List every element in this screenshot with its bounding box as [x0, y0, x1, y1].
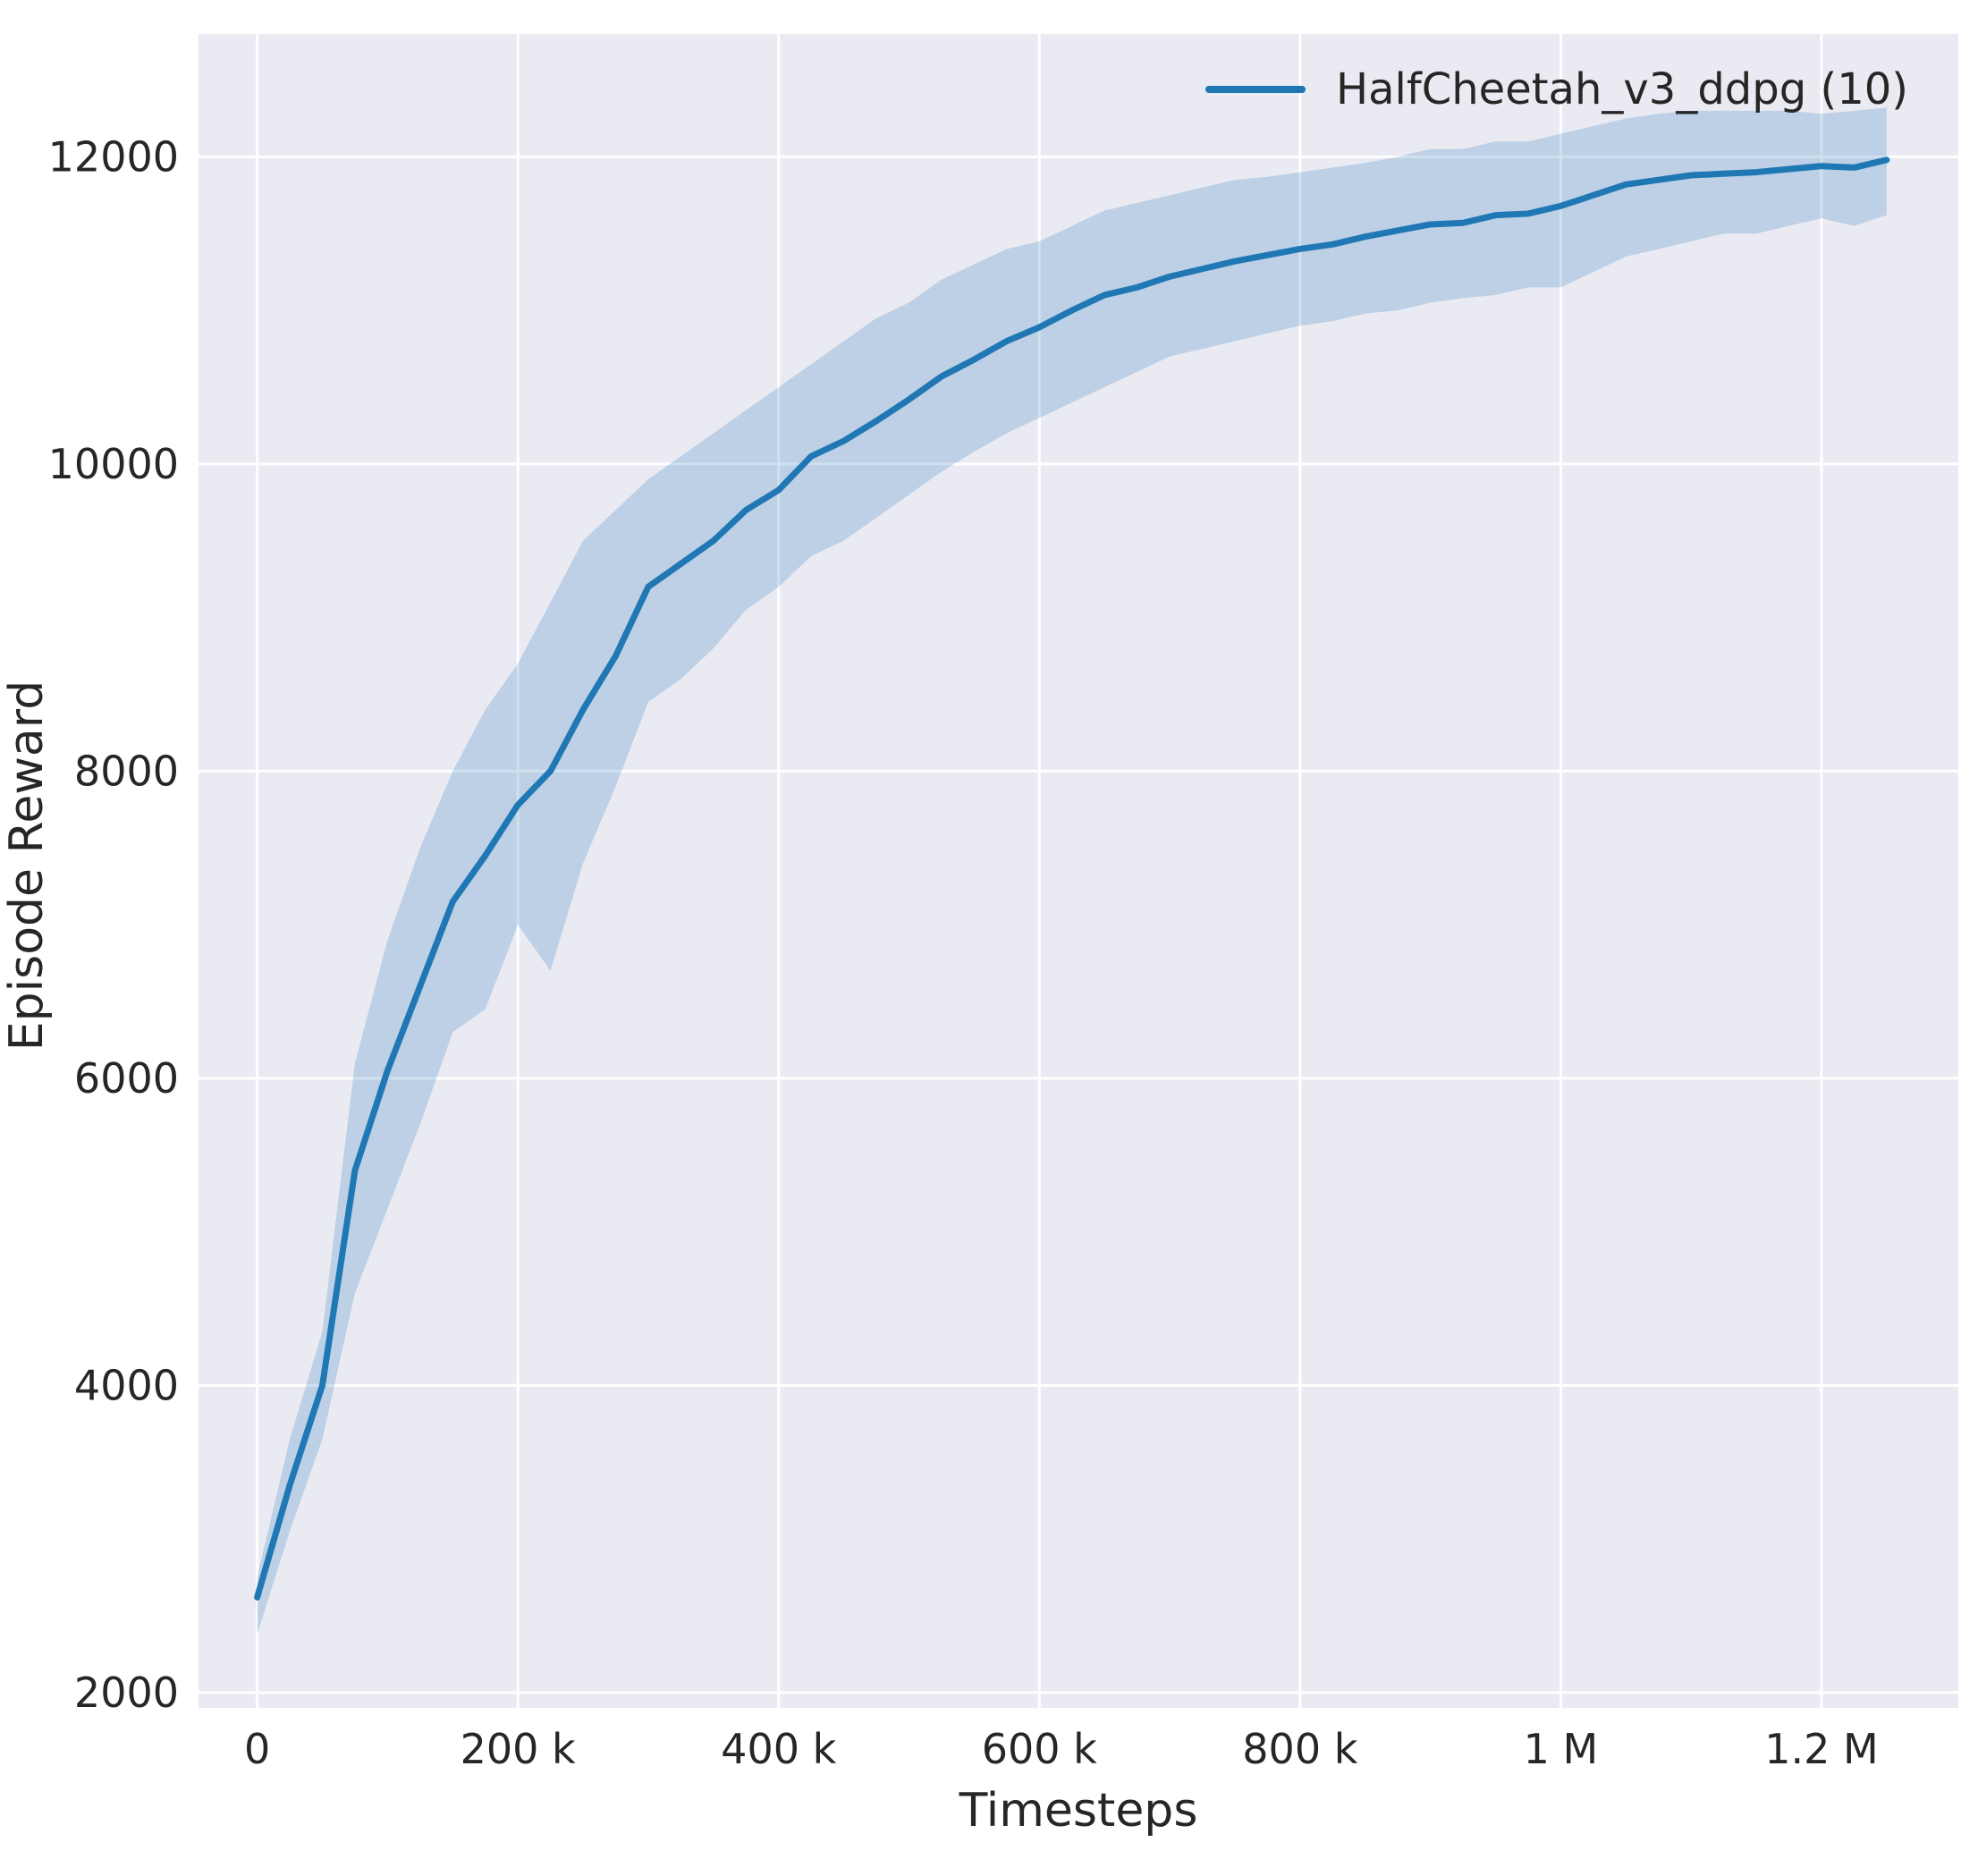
plot-background	[199, 34, 1958, 1708]
y-tick-label: 2000	[74, 1669, 179, 1717]
x-tick-label: 1.2 M	[1764, 1725, 1878, 1773]
y-tick-label: 10000	[48, 440, 179, 488]
x-tick-label: 600 k	[982, 1725, 1097, 1773]
x-tick-label: 400 k	[721, 1725, 836, 1773]
x-tick-label: 1 M	[1524, 1725, 1599, 1773]
y-tick-label: 4000	[74, 1361, 179, 1409]
x-tick-label: 800 k	[1242, 1725, 1357, 1773]
y-tick-label: 8000	[74, 747, 179, 795]
y-tick-label: 12000	[48, 132, 179, 181]
x-tick-label: 200 k	[461, 1725, 576, 1773]
confidence-band	[257, 107, 1887, 1635]
legend: HalfCheetah_v3_ddpg (10)	[1205, 64, 1908, 114]
y-tick-label: 6000	[74, 1054, 179, 1103]
legend-line-sample	[1205, 86, 1306, 93]
legend-label: HalfCheetah_v3_ddpg (10)	[1335, 64, 1908, 114]
x-tick-label: 0	[244, 1725, 270, 1773]
x-axis-label: Timesteps	[959, 1784, 1198, 1838]
mean-line	[254, 156, 1890, 1601]
y-axis-label: Episode Reward	[0, 680, 54, 1052]
